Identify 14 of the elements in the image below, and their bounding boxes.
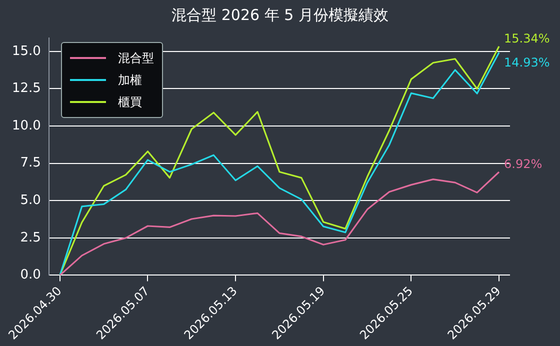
legend-label: 櫃買 xyxy=(118,94,142,110)
data-label: 6.92% xyxy=(504,156,542,171)
legend-label: 加權 xyxy=(118,72,142,88)
y-tick-label: 15.0 xyxy=(12,44,41,59)
legend-label: 混合型 xyxy=(118,50,154,66)
data-label: 15.34% xyxy=(504,31,550,46)
y-tick-label: 5.0 xyxy=(20,193,41,208)
y-tick-label: 0.0 xyxy=(20,268,41,283)
y-tick-label: 2.5 xyxy=(20,230,41,246)
y-tick-label: 7.5 xyxy=(20,156,41,171)
data-label: 14.93% xyxy=(504,55,550,70)
chart-title: 混合型 2026 年 5 月份模擬績效 xyxy=(170,6,390,25)
y-tick-label: 10.0 xyxy=(12,118,41,134)
y-tick-label: 12.5 xyxy=(12,81,41,96)
